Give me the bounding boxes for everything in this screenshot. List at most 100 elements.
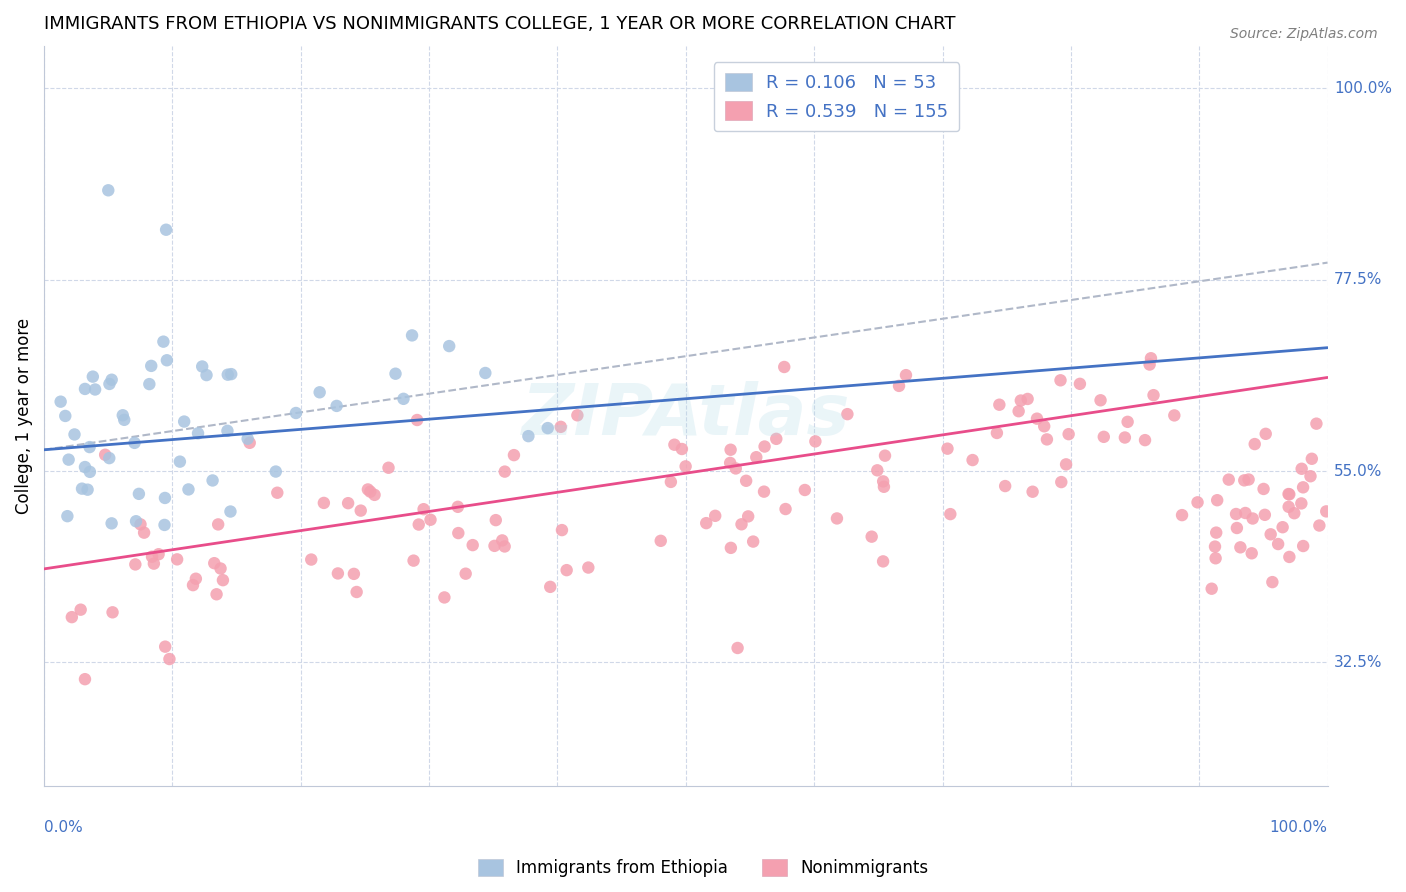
- Point: [326, 566, 349, 581]
- Point: [125, 514, 148, 528]
- Point: [1050, 475, 1073, 489]
- Point: [454, 566, 477, 581]
- Point: [299, 552, 322, 566]
- Point: [181, 578, 204, 592]
- Point: [1260, 527, 1282, 541]
- Point: [408, 517, 430, 532]
- Point: [419, 513, 441, 527]
- Point: [939, 507, 962, 521]
- Point: [209, 561, 232, 575]
- Point: [1243, 437, 1265, 451]
- Point: [503, 448, 526, 462]
- Point: [219, 367, 242, 381]
- Text: 0.0%: 0.0%: [44, 820, 83, 835]
- Point: [1315, 504, 1337, 518]
- Point: [166, 552, 188, 566]
- Point: [346, 585, 368, 599]
- Point: [986, 425, 1008, 440]
- Point: [406, 413, 429, 427]
- Point: [337, 496, 360, 510]
- Point: [1241, 511, 1264, 525]
- Point: [704, 508, 727, 523]
- Point: [735, 474, 758, 488]
- Point: [1278, 487, 1301, 501]
- Point: [773, 359, 796, 374]
- Point: [675, 459, 697, 474]
- Point: [1201, 582, 1223, 596]
- Point: [695, 516, 717, 530]
- Point: [377, 460, 399, 475]
- Point: [1069, 376, 1091, 391]
- Point: [264, 465, 287, 479]
- Point: [205, 587, 228, 601]
- Point: [447, 500, 470, 514]
- Point: [1226, 521, 1249, 535]
- Point: [58, 452, 80, 467]
- Point: [1237, 473, 1260, 487]
- Point: [1277, 487, 1299, 501]
- Point: [97, 183, 120, 197]
- Point: [1234, 506, 1257, 520]
- Point: [1206, 493, 1229, 508]
- Point: [1305, 417, 1327, 431]
- Y-axis label: College, 1 year or more: College, 1 year or more: [15, 318, 32, 514]
- Text: Source: ZipAtlas.com: Source: ZipAtlas.com: [1230, 27, 1378, 41]
- Point: [1292, 480, 1315, 494]
- Text: IMMIGRANTS FROM ETHIOPIA VS NONIMMIGRANTS COLLEGE, 1 YEAR OR MORE CORRELATION CH: IMMIGRANTS FROM ETHIOPIA VS NONIMMIGRANT…: [44, 15, 956, 33]
- Point: [63, 427, 86, 442]
- Point: [437, 339, 460, 353]
- Point: [1278, 500, 1301, 514]
- Point: [664, 438, 686, 452]
- Point: [433, 591, 456, 605]
- Point: [1036, 433, 1059, 447]
- Point: [173, 415, 195, 429]
- Point: [73, 672, 96, 686]
- Point: [1133, 433, 1156, 447]
- Point: [124, 435, 146, 450]
- Point: [1278, 549, 1301, 564]
- Point: [73, 382, 96, 396]
- Point: [650, 533, 672, 548]
- Point: [1254, 508, 1277, 522]
- Point: [392, 392, 415, 406]
- Point: [447, 526, 470, 541]
- Point: [142, 557, 165, 571]
- Point: [308, 385, 330, 400]
- Point: [1267, 537, 1289, 551]
- Text: 100.0%: 100.0%: [1270, 820, 1327, 835]
- Point: [720, 442, 742, 457]
- Point: [551, 523, 574, 537]
- Point: [936, 442, 959, 456]
- Point: [887, 379, 910, 393]
- Point: [1240, 546, 1263, 560]
- Point: [1140, 351, 1163, 366]
- Point: [1017, 392, 1039, 406]
- Point: [155, 223, 177, 237]
- Point: [141, 549, 163, 564]
- Point: [343, 566, 366, 581]
- Point: [1233, 474, 1256, 488]
- Point: [148, 547, 170, 561]
- Point: [1116, 415, 1139, 429]
- Text: 100.0%: 100.0%: [1334, 80, 1392, 95]
- Point: [550, 420, 572, 434]
- Point: [727, 640, 749, 655]
- Point: [1218, 473, 1240, 487]
- Point: [184, 572, 207, 586]
- Point: [112, 413, 135, 427]
- Point: [1021, 484, 1043, 499]
- Point: [1291, 496, 1313, 510]
- Point: [793, 483, 815, 497]
- Point: [153, 640, 176, 654]
- Point: [1205, 551, 1227, 566]
- Point: [837, 407, 859, 421]
- Point: [141, 359, 163, 373]
- Point: [754, 440, 776, 454]
- Point: [159, 652, 181, 666]
- Point: [124, 558, 146, 572]
- Point: [212, 573, 235, 587]
- Point: [825, 511, 848, 525]
- Point: [1284, 506, 1306, 520]
- Point: [1229, 541, 1251, 555]
- Point: [84, 383, 107, 397]
